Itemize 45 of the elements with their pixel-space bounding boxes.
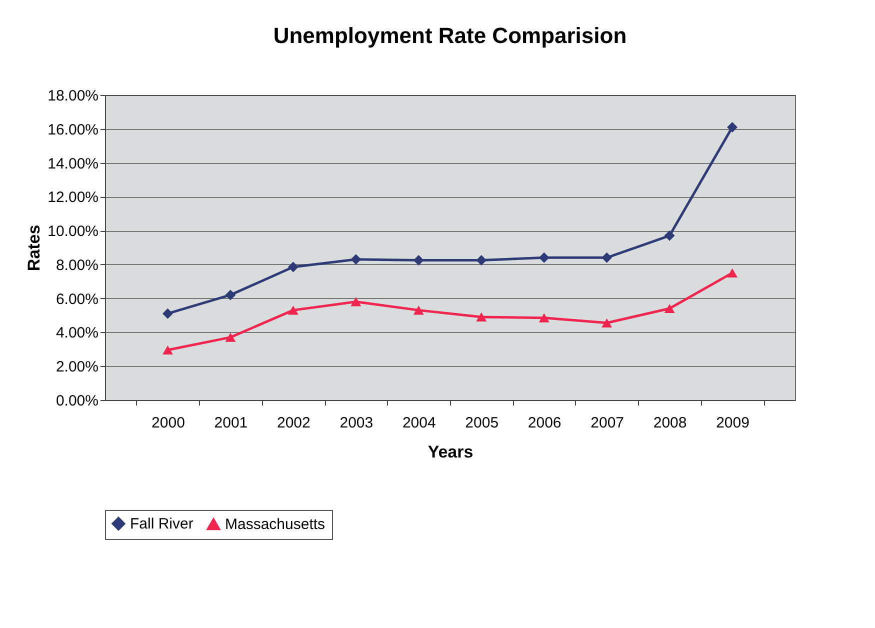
- x-axis-title: Years: [428, 442, 474, 462]
- y-axis-title: Rates: [24, 224, 44, 272]
- x-tick-label: 2003: [340, 414, 374, 432]
- point: [162, 345, 173, 355]
- point: [288, 306, 298, 315]
- point: [225, 290, 236, 300]
- point: [727, 122, 738, 132]
- x-tick-label: 2004: [402, 414, 436, 432]
- y-tick-label: 0.00%: [56, 392, 98, 410]
- point: [538, 313, 550, 322]
- y-tick-label: 12.00%: [48, 189, 98, 206]
- point: [413, 254, 424, 266]
- point: [225, 332, 236, 342]
- x-tick-label: 2001: [214, 414, 248, 432]
- point: [413, 306, 424, 315]
- point: [476, 254, 487, 266]
- point: [664, 230, 675, 241]
- legend-label: Fall River: [130, 516, 194, 533]
- y-tick-label: 8.00%: [56, 256, 98, 274]
- point: [664, 304, 675, 314]
- point: [538, 252, 550, 263]
- point: [727, 268, 738, 278]
- x-tick-label: 2006: [528, 414, 562, 432]
- point: [162, 308, 173, 319]
- chart-title: Unemployment Rate Comparision: [273, 23, 627, 48]
- y-tick-label: 14.00%: [48, 155, 98, 172]
- x-tick-label: 2000: [152, 414, 185, 432]
- point: [350, 254, 362, 265]
- y-tick-label: 18.00%: [48, 88, 98, 104]
- point: [476, 312, 487, 322]
- point: [288, 262, 298, 272]
- y-tick-label: 4.00%: [56, 324, 98, 342]
- x-tick-label: 2007: [590, 414, 624, 432]
- x-tick-label: 2005: [465, 414, 499, 432]
- y-tick-label: 6.00%: [56, 290, 98, 308]
- point: [602, 252, 612, 263]
- x-tick-label: 2002: [276, 414, 310, 432]
- point: [602, 318, 612, 328]
- y-tick-label: 2.00%: [56, 358, 98, 376]
- y-tick-label: 16.00%: [48, 121, 98, 138]
- x-tick-label: 2008: [653, 414, 687, 432]
- point: [350, 297, 362, 306]
- legend-label: Massachusetts: [225, 516, 326, 534]
- y-tick-label: 10.00%: [48, 223, 98, 240]
- x-tick-label: 2009: [716, 414, 750, 432]
